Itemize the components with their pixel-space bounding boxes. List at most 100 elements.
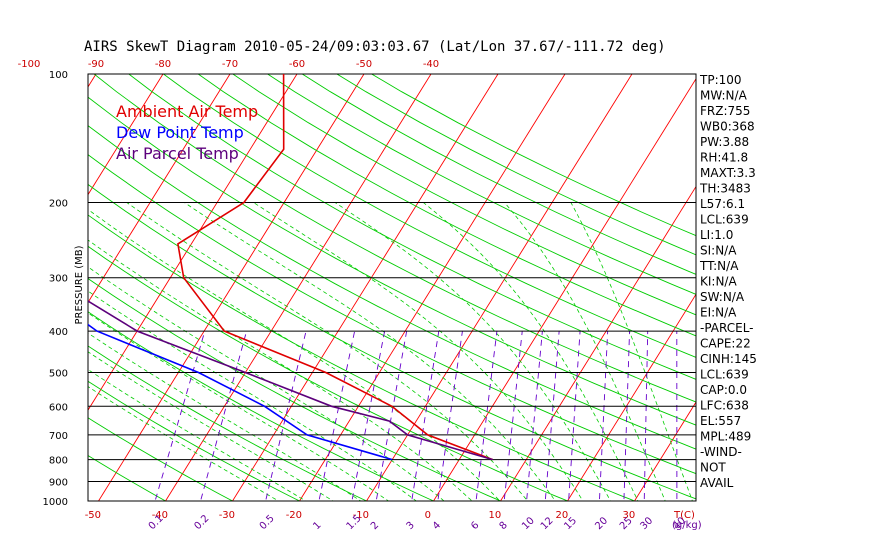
isotherm-line [164,74,432,501]
bottom-temp-tick: -50 [85,510,101,521]
axis-ticks: -50-40-30-20-100102030-120-110-100-90-80… [18,59,688,532]
dry-adiabat-line [266,74,696,295]
index-item: TP:100 [699,73,742,87]
mixing-ratio-line [318,330,356,501]
mixing-ratio-line [200,330,248,501]
dry-adiabat-line [88,96,696,426]
moist-adiabat-line [88,369,307,501]
dry-adiabat-line [336,74,696,256]
mixing-ratio-label: 30 [638,515,655,532]
moist-adiabat-line [88,332,362,501]
index-item: PW:3.88 [700,135,749,149]
moist-adiabat-line [88,266,445,501]
isobar-lines: 100 200 300 400 500 600 700 800 900 1000 [43,70,697,508]
dry-adiabat-line [232,74,696,316]
mixing-ratio-line [375,331,408,501]
mixing-ratio-label: 2 [369,520,381,532]
pressure-tick-label: 300 [49,274,68,285]
mixing-ratio-line [568,331,581,501]
dry-adiabat-line [88,345,368,501]
moist-adiabat-line [253,202,584,501]
index-item: CAP:0.0 [700,383,747,397]
dry-adiabat-line [197,74,696,337]
moist-adiabat-line [126,202,529,501]
isotherm-line [298,74,566,501]
dry-adiabat-line [128,74,696,380]
dry-adiabat-line [88,380,301,501]
moist-adiabat-line [88,208,501,501]
index-item: TT:N/A [699,259,739,273]
mixing-ratio-line [351,330,386,501]
isotherm-line [88,74,164,196]
pressure-tick-label: 600 [49,402,68,413]
profile-ambient-air-temp [177,74,493,461]
mixing-ratio-line [437,331,463,501]
index-item: LCL:639 [700,213,749,227]
index-item: LFC:638 [700,399,749,413]
mixing-ratio-line [623,331,631,501]
index-item: SI:N/A [700,244,737,258]
isotherm-line [566,293,696,501]
index-item: SW:N/A [700,290,745,304]
top-temp-tick: -60 [289,59,305,70]
isotherm-line [830,54,870,510]
mixing-ratio-line [544,331,560,501]
mixing-ratio-line [643,331,649,501]
moist-adiabat-line [570,202,693,501]
bottom-temp-tick: 0 [425,510,431,521]
chart-title: AIRS SkewT Diagram 2010-05-24/09:03:03.6… [84,39,666,55]
index-item: CAPE:22 [700,337,751,351]
pressure-tick-label: 100 [49,70,68,81]
legend-parcel: Air Parcel Temp [116,144,239,163]
isotherm-line [499,185,696,501]
moist-adiabat-line [184,202,556,501]
index-item: RH:41.8 [700,151,748,165]
pressure-tick-label: 700 [49,431,68,442]
profile-air-parcel-temp [88,300,493,461]
isotherm-line [88,74,298,411]
dry-adiabat-line [88,125,696,450]
mixing-ratio-line [154,330,206,501]
moist-adiabat-line [504,202,666,501]
index-item: -PARCEL- [700,321,754,335]
index-item: MW:N/A [700,89,748,103]
index-item: NOT [700,461,726,475]
moist-adiabat-line [423,202,639,501]
mixing-ratio-line [475,331,498,501]
mixing-ratio-line [411,331,440,501]
pressure-tick-label: 900 [49,477,68,488]
mixing-ratio-label: 0.2 [192,513,211,532]
profile-lines [88,74,493,461]
isotherm-line [0,54,41,510]
top-temp-tick: -40 [423,59,439,70]
bottom-temp-tick: -40 [152,510,168,521]
isotherm-line [365,74,633,501]
bottom-temp-tick: -20 [286,510,302,521]
pressure-tick-label: 1000 [43,497,68,508]
mixing-ratio-line [598,331,609,501]
index-item: LI:1.0 [700,228,733,242]
mixing-ratio-line [526,331,543,501]
mixing-ratio-label: 1 [311,520,323,532]
index-item: MPL:489 [700,430,751,444]
mixing-ratio-label: 10 [520,515,537,532]
isotherm-line [231,74,499,501]
mixing-ratio-line [503,331,523,501]
top-temp-tick: -90 [88,59,104,70]
bottom-temp-tick: -30 [219,510,235,521]
bottom-temp-tick: -10 [353,510,369,521]
moist-adiabat-line [88,351,334,501]
legend: Ambient Air Temp Dew Point Temp Air Parc… [116,102,258,163]
index-item: KI:N/A [700,275,737,289]
dry-adiabat-line [88,183,696,500]
mixing-ratio-label: 6 [469,520,481,532]
mixing-ratio-label: 4 [431,520,443,532]
index-item: LCL:639 [700,368,749,382]
mixing-ratio-label: 20 [593,515,610,532]
index-item: MAXT:3.3 [700,166,756,180]
mixing-ratio-label: 12 [539,515,556,532]
bottom-temp-tick: 20 [556,510,569,521]
legend-dewpoint: Dew Point Temp [116,123,244,142]
